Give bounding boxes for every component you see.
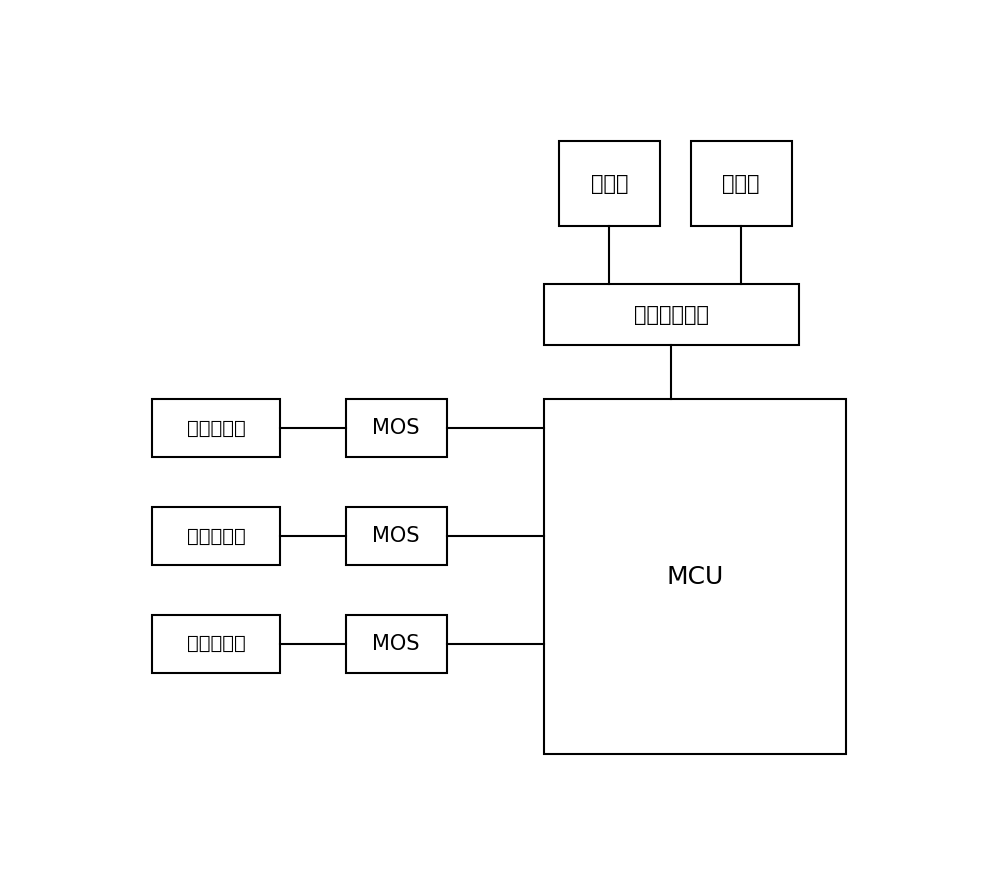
Bar bbox=[559, 142, 660, 226]
Text: MCU: MCU bbox=[666, 564, 723, 588]
Bar bbox=[544, 284, 799, 345]
Text: 激光投影器: 激光投影器 bbox=[187, 527, 245, 546]
Bar bbox=[346, 400, 447, 457]
Text: 摄像头: 摄像头 bbox=[591, 174, 628, 194]
Bar bbox=[152, 507, 280, 565]
Text: MOS: MOS bbox=[372, 418, 420, 438]
Bar bbox=[346, 507, 447, 565]
Bar bbox=[152, 615, 280, 673]
Text: MOS: MOS bbox=[372, 526, 420, 546]
Text: MOS: MOS bbox=[372, 634, 420, 654]
Text: 信号隔离电路: 信号隔离电路 bbox=[634, 304, 709, 325]
Bar bbox=[346, 615, 447, 673]
Text: 摄像头: 摄像头 bbox=[722, 174, 760, 194]
Bar bbox=[691, 142, 792, 226]
Bar bbox=[152, 400, 280, 457]
Text: 激光投影器: 激光投影器 bbox=[187, 635, 245, 653]
Text: 激光投影器: 激光投影器 bbox=[187, 419, 245, 438]
Bar bbox=[544, 400, 846, 754]
